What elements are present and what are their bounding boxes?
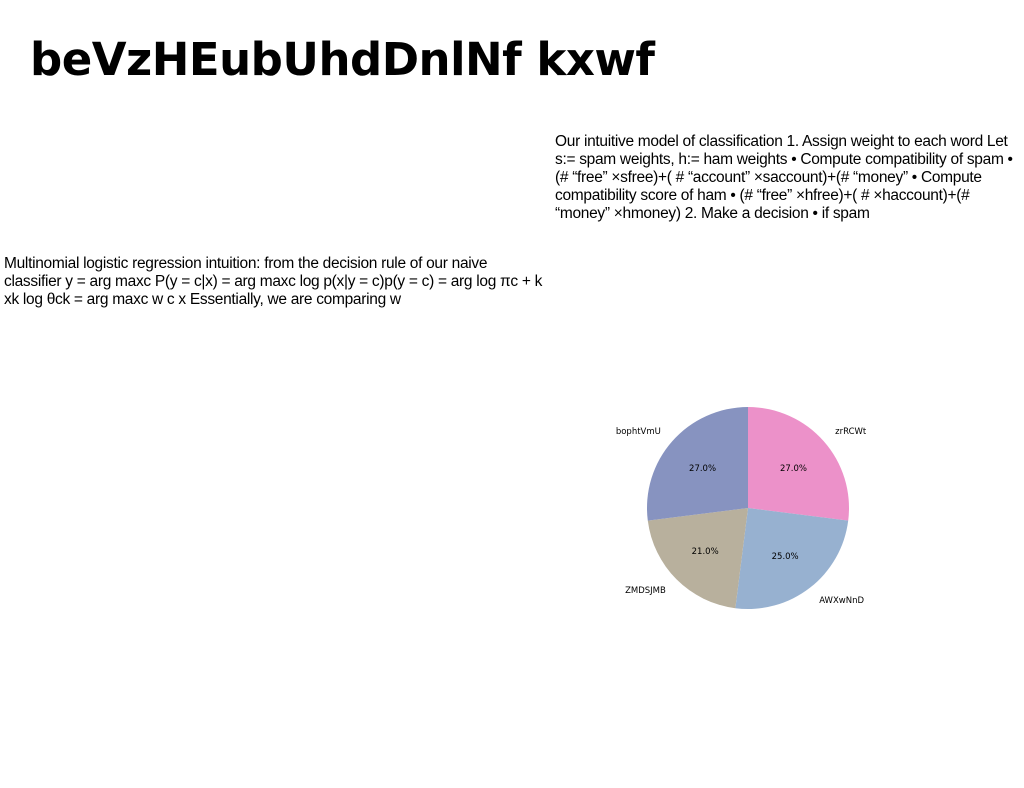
pie-category-labels: zrRCWt AWXwNnD ZMDSJMB bophtVmU [616,427,867,606]
pie-slice-zrRCWt [748,407,849,521]
pie-pct-label-bophtVmU: 27.0% [689,464,716,474]
pie-pct-label-ZMDSJMB: 21.0% [692,547,719,557]
classification-model-text: Our intuitive model of classification 1.… [555,133,1013,222]
logistic-regression-text: Multinomial logistic regression intuitio… [4,255,543,308]
pie-label-ZMDSJMB: ZMDSJMB [625,586,666,596]
pie-slice-AWXwNnD [735,508,849,609]
pie-chart: 27.0% 25.0% 21.0% 27.0% zrRCWt AWXwNnD ZMDSJM… [616,407,867,609]
pie-slice-bophtVmU [647,407,748,521]
pie-label-AWXwNnD: AWXwNnD [819,596,864,606]
pie-label-bophtVmU: bophtVmU [616,427,661,437]
pie-pct-label-AWXwNnD: 25.0% [772,552,799,562]
pie-percentage-labels: 27.0% 25.0% 21.0% 27.0% [689,464,807,562]
pie-slices [647,407,849,609]
pie-slice-ZMDSJMB [647,508,748,609]
pie-pct-label-zrRCWt: 27.0% [780,464,807,474]
slide-title: beVzHEubUhdDnlNf kxwf [30,33,655,86]
pie-label-zrRCWt: zrRCWt [835,427,867,437]
